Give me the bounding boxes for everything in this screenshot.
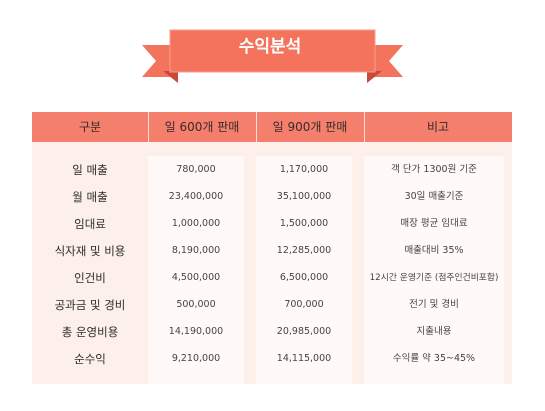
row-note: 전기 및 경비 bbox=[409, 299, 459, 310]
row-note: 매장 평균 임대료 bbox=[400, 218, 468, 229]
row-label: 월 매출 bbox=[72, 190, 108, 204]
row-note: 매출대비 35% bbox=[404, 245, 464, 256]
row-label: 식자재 및 비용 bbox=[54, 244, 126, 258]
header-category: 구분 bbox=[78, 120, 102, 134]
row-900-value: 35,100,000 bbox=[276, 191, 332, 202]
column-note-bg bbox=[364, 156, 504, 384]
title-ribbon bbox=[142, 29, 403, 83]
row-900-value: 20,985,000 bbox=[276, 326, 332, 337]
column-600-bg bbox=[148, 156, 244, 384]
header-divider bbox=[364, 112, 365, 142]
row-900-value: 12,285,000 bbox=[276, 245, 332, 256]
row-900-value: 14,115,000 bbox=[276, 353, 332, 364]
row-600-value: 780,000 bbox=[176, 164, 216, 175]
row-600-value: 8,190,000 bbox=[171, 245, 221, 256]
row-600-value: 1,000,000 bbox=[171, 218, 221, 229]
row-600-value: 4,500,000 bbox=[171, 272, 221, 283]
row-600-value: 9,210,000 bbox=[171, 353, 221, 364]
page-title: 수익분석 bbox=[238, 37, 302, 57]
row-note: 지출내용 bbox=[416, 326, 452, 337]
header-divider bbox=[256, 112, 257, 142]
row-label: 순수익 bbox=[74, 352, 106, 366]
header-divider bbox=[148, 112, 149, 142]
row-note: 12시간 운영기준 (점주인건비포함) bbox=[369, 273, 499, 283]
row-900-value: 700,000 bbox=[284, 299, 324, 310]
header-900: 일 900개 판매 bbox=[272, 120, 348, 134]
row-note: 30일 매출기준 bbox=[404, 191, 464, 202]
row-600-value: 500,000 bbox=[176, 299, 216, 310]
row-600-value: 14,190,000 bbox=[168, 326, 224, 337]
row-900-value: 1,170,000 bbox=[279, 164, 329, 175]
row-900-value: 1,500,000 bbox=[279, 218, 329, 229]
row-900-value: 6,500,000 bbox=[279, 272, 329, 283]
row-600-value: 23,400,000 bbox=[168, 191, 224, 202]
row-label: 임대료 bbox=[74, 217, 106, 231]
header-note: 비고 bbox=[426, 120, 450, 134]
row-label: 총 운영비용 bbox=[61, 325, 119, 339]
header-600: 일 600개 판매 bbox=[164, 120, 240, 134]
row-label: 일 매출 bbox=[72, 163, 108, 177]
table-header: 구분 일 600개 판매 일 900개 판매 비고 bbox=[32, 112, 512, 142]
row-note: 수익률 약 35~45% bbox=[392, 353, 476, 364]
column-900-bg bbox=[256, 156, 352, 384]
row-note: 객 단가 1300원 기준 bbox=[391, 164, 477, 175]
row-label: 인건비 bbox=[74, 271, 106, 285]
row-label: 공과금 및 경비 bbox=[54, 298, 126, 312]
